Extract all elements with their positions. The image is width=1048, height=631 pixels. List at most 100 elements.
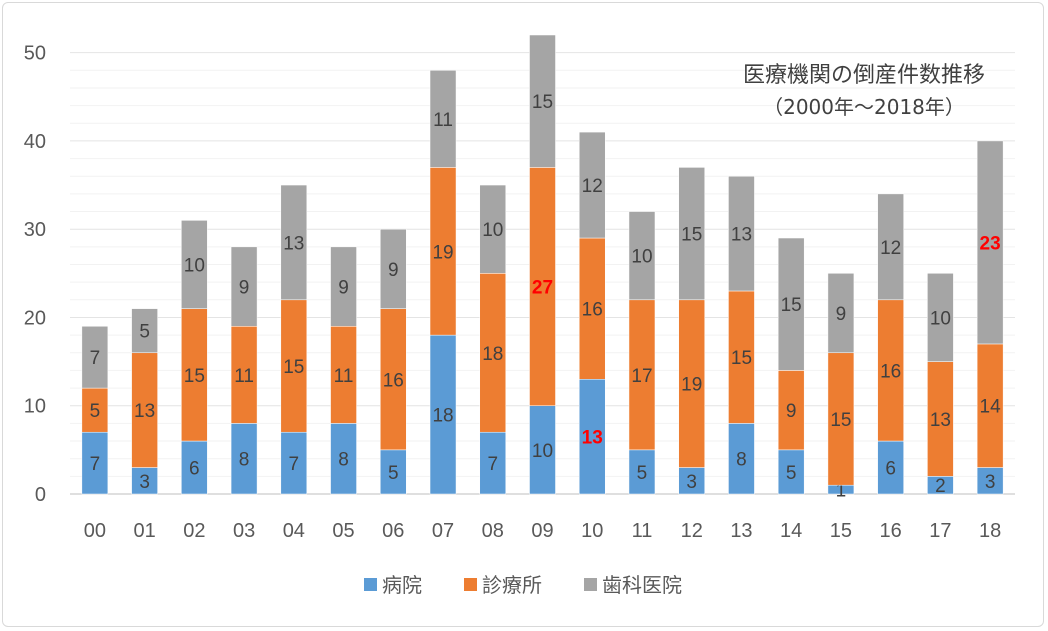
x-tick-label: 17 — [929, 520, 951, 542]
data-label: 3 — [985, 472, 996, 493]
bar-segment-歯科医院 — [280, 184, 308, 301]
data-label: 18 — [432, 406, 453, 427]
data-label: 16 — [582, 300, 603, 321]
x-tick-label: 06 — [382, 520, 404, 542]
data-label: 7 — [90, 454, 101, 475]
data-label: 8 — [338, 450, 349, 471]
data-label: 14 — [980, 397, 1002, 418]
bar-segment-病院 — [877, 440, 904, 495]
data-label: 11 — [433, 110, 453, 131]
data-label: 3 — [686, 472, 697, 493]
bar-segment-歯科医院 — [628, 211, 656, 301]
bar-segment-歯科医院 — [479, 184, 507, 274]
x-tick-label: 12 — [681, 520, 703, 542]
legend: 病院 診療所 歯科医院 — [364, 573, 682, 597]
chart-title: 医療機関の倒産件数推移 — [743, 63, 985, 88]
bar-segment-診療所 — [479, 273, 507, 433]
data-label: 1 — [836, 481, 847, 502]
bar-segment-診療所 — [330, 326, 357, 424]
data-label: 13 — [283, 233, 304, 254]
bar-segment-診療所 — [678, 299, 705, 468]
data-label: 10 — [482, 220, 503, 241]
data-label: 10 — [631, 247, 652, 268]
x-tick-label: 02 — [183, 520, 205, 542]
bar-segment-歯科医院 — [728, 175, 755, 292]
legend-swatch — [584, 578, 597, 591]
bar-segment-歯科医院 — [877, 193, 904, 301]
x-tick-label: 09 — [531, 520, 553, 542]
y-tick-label: 30 — [24, 219, 46, 241]
bar-segment-診療所 — [728, 290, 755, 424]
bar-segment-診療所 — [628, 299, 656, 451]
x-tick-label: 05 — [332, 520, 354, 542]
bar-segment-診療所 — [976, 343, 1004, 468]
data-label: 13 — [134, 401, 155, 422]
y-tick-label: 50 — [24, 43, 46, 65]
bars: 7573135615108119715138119516918191171810… — [81, 34, 1004, 502]
legend-label: 診療所 — [482, 573, 542, 597]
x-tick-label: 04 — [283, 520, 305, 542]
x-tick-label: 07 — [432, 520, 454, 542]
data-label: 9 — [239, 278, 250, 299]
data-label: 5 — [388, 463, 399, 484]
data-label: 8 — [239, 450, 250, 471]
data-label: 9 — [338, 278, 349, 299]
data-label: 8 — [736, 450, 747, 471]
bar-segment-歯科医院 — [181, 220, 208, 309]
bar-segment-診療所 — [380, 308, 407, 451]
data-label: 15 — [184, 366, 205, 387]
data-label: 16 — [383, 370, 404, 391]
data-label: 11 — [234, 366, 254, 387]
bar-segment-病院 — [230, 423, 258, 495]
data-label: 9 — [836, 304, 847, 325]
bar-segment-病院 — [578, 379, 606, 495]
bar-segment-診療所 — [230, 326, 258, 424]
data-label: 9 — [388, 260, 399, 281]
bar-segment-病院 — [330, 423, 357, 495]
data-label: 12 — [880, 238, 901, 259]
bar-segment-病院 — [976, 467, 1004, 495]
bar-segment-歯科医院 — [678, 167, 705, 301]
data-label: 7 — [289, 454, 300, 475]
data-label: 15 — [731, 348, 752, 369]
bar-segment-歯科医院 — [927, 273, 954, 362]
y-tick-label: 0 — [35, 484, 46, 506]
data-label: 5 — [90, 401, 101, 422]
data-label: 16 — [880, 361, 901, 382]
data-label: 27 — [532, 278, 553, 299]
x-tick-label: 03 — [233, 520, 255, 542]
bar-segment-病院 — [81, 431, 109, 495]
data-label: 13 — [582, 428, 603, 449]
data-label: 7 — [90, 348, 101, 369]
bar-segment-歯科医院 — [578, 131, 606, 239]
x-tick-label: 15 — [830, 520, 852, 542]
bar-segment-診療所 — [131, 352, 158, 468]
data-label: 19 — [681, 375, 702, 396]
x-tick-label: 18 — [979, 520, 1001, 542]
bar-segment-病院 — [280, 431, 308, 495]
data-label: 7 — [487, 454, 498, 475]
bar-segment-診療所 — [777, 370, 805, 451]
legend-label: 病院 — [382, 573, 422, 597]
bar-segment-診療所 — [280, 299, 308, 433]
x-axis-ticks: 00 01 02 03 04 05 06 07 08 09 10 11 12 13 14 15 16 17 18 — [84, 520, 1002, 542]
data-label: 19 — [432, 242, 453, 263]
x-tick-label: 14 — [780, 520, 802, 542]
data-label: 5 — [786, 463, 797, 484]
bar-segment-診療所 — [578, 237, 606, 380]
bar-segment-歯科医院 — [976, 140, 1004, 345]
y-tick-label: 10 — [24, 396, 46, 418]
data-label: 18 — [482, 344, 503, 365]
bar-segment-歯科医院 — [81, 326, 109, 389]
x-tick-label: 08 — [482, 520, 504, 542]
bar-segment-病院 — [429, 334, 457, 495]
data-label: 15 — [830, 410, 851, 431]
bar-segment-診療所 — [529, 167, 556, 406]
bar-segment-病院 — [380, 449, 407, 495]
y-axis-ticks: 0 10 20 30 40 50 — [24, 43, 46, 506]
x-tick-label: 01 — [133, 520, 155, 542]
data-label: 10 — [532, 441, 553, 462]
bar-segment-歯科医院 — [330, 246, 357, 327]
chart-subtitle: （2000年〜2018年） — [763, 95, 965, 119]
